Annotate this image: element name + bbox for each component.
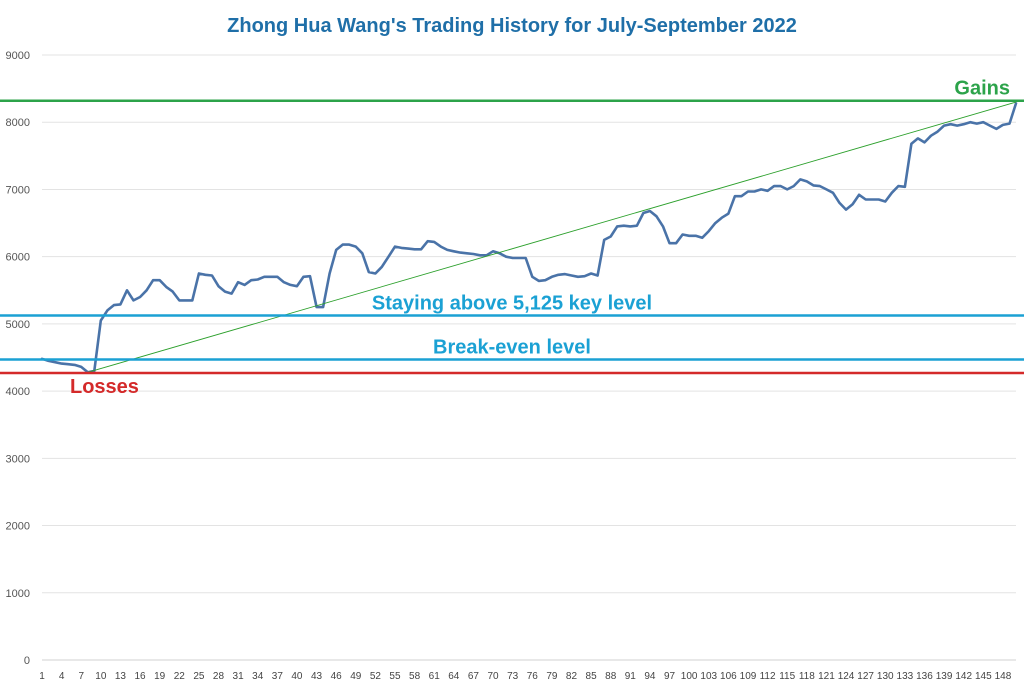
x-tick-label: 148 [995, 671, 1012, 682]
x-tick-label: 19 [154, 671, 166, 682]
x-tick-label: 1 [39, 671, 45, 682]
y-axis-ticks: 0 1000 2000 3000 4000 5000 6000 7000 8000 9000 [6, 50, 30, 667]
x-tick-label: 94 [644, 671, 656, 682]
x-tick-label: 82 [566, 671, 578, 682]
x-tick-label: 64 [448, 671, 460, 682]
series-layer [40, 101, 1018, 374]
x-tick-label: 10 [95, 671, 107, 682]
x-tick-label: 109 [740, 671, 757, 682]
reference-line-label: Losses [70, 376, 139, 398]
x-tick-label: 61 [429, 671, 441, 682]
x-tick-label: 4 [59, 671, 65, 682]
x-tick-label: 91 [625, 671, 637, 682]
x-tick-label: 49 [350, 671, 362, 682]
x-tick-label: 31 [233, 671, 245, 682]
x-tick-label: 76 [527, 671, 539, 682]
y-tick-label: 5000 [6, 319, 30, 331]
x-tick-label: 106 [720, 671, 737, 682]
x-tick-label: 28 [213, 671, 225, 682]
x-tick-label: 13 [115, 671, 127, 682]
x-axis-ticks: 1 4 7 10 13 16 19 22 25 28 31 34 37 40 43 46 49 52 55 58 61 6… [39, 671, 1011, 682]
x-tick-label: 73 [507, 671, 519, 682]
x-tick-label: 88 [605, 671, 617, 682]
x-tick-label: 124 [838, 671, 855, 682]
x-tick-label: 136 [916, 671, 933, 682]
x-tick-label: 133 [897, 671, 914, 682]
x-tick-label: 67 [468, 671, 480, 682]
y-tick-label: 6000 [6, 252, 30, 264]
x-tick-label: 58 [409, 671, 421, 682]
x-tick-label: 97 [664, 671, 676, 682]
series-line [40, 102, 1018, 374]
x-tick-label: 34 [252, 671, 264, 682]
x-tick-label: 7 [78, 671, 84, 682]
y-tick-label: 4000 [6, 386, 30, 398]
x-tick-label: 43 [311, 671, 323, 682]
x-tick-label: 145 [975, 671, 992, 682]
reference-line-label: Gains [954, 78, 1010, 100]
x-tick-label: 115 [779, 671, 795, 682]
y-tick-label: 7000 [6, 184, 30, 196]
x-tick-label: 142 [955, 671, 972, 682]
x-tick-label: 127 [857, 671, 874, 682]
reference-line-label: Break-even level [433, 337, 591, 359]
trendline [87, 101, 1017, 373]
x-tick-label: 37 [272, 671, 284, 682]
x-tick-label: 103 [700, 671, 717, 682]
x-tick-label: 40 [291, 671, 303, 682]
x-tick-label: 118 [799, 671, 815, 682]
x-tick-label: 121 [818, 671, 835, 682]
y-tick-label: 8000 [6, 117, 30, 129]
x-tick-label: 22 [174, 671, 186, 682]
x-tick-label: 16 [134, 671, 146, 682]
x-tick-label: 85 [586, 671, 598, 682]
reference-line-label: Staying above 5,125 key level [372, 292, 652, 314]
gridlines [42, 54, 1016, 661]
x-tick-label: 130 [877, 671, 894, 682]
x-tick-label: 52 [370, 671, 382, 682]
chart-title: Zhong Hua Wang's Trading History for Jul… [227, 15, 797, 37]
y-tick-label: 3000 [6, 453, 30, 465]
x-tick-label: 25 [193, 671, 205, 682]
reference-lines: Gains Staying above 5,125 key level Break-… [0, 78, 1024, 398]
x-tick-label: 139 [936, 671, 953, 682]
x-tick-label: 100 [681, 671, 698, 682]
x-tick-label: 70 [487, 671, 499, 682]
x-tick-label: 55 [389, 671, 401, 682]
x-tick-label: 112 [760, 671, 776, 682]
y-tick-label: 2000 [6, 521, 30, 533]
y-tick-label: 9000 [6, 50, 30, 62]
x-tick-label: 46 [331, 671, 343, 682]
x-tick-label: 79 [546, 671, 558, 682]
y-tick-label: 0 [24, 655, 30, 667]
y-tick-label: 1000 [6, 588, 30, 600]
